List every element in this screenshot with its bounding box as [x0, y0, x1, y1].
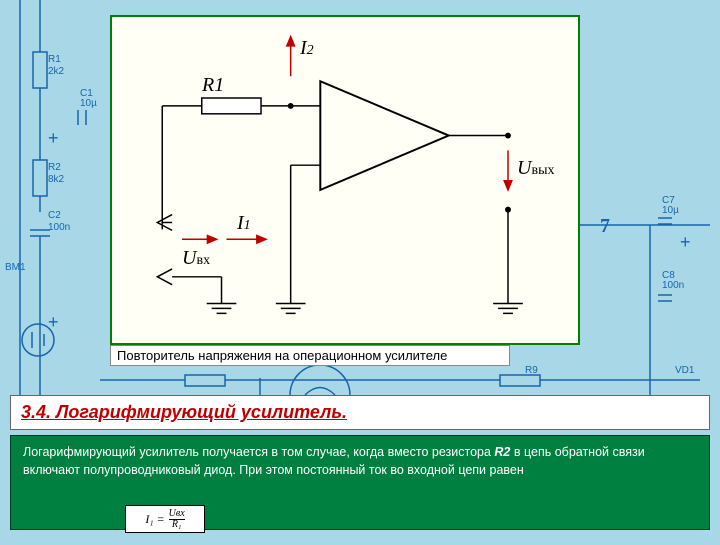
formula: I₁ = Uвх R₁ [125, 505, 205, 533]
section-title: 3.4. Логарифмирующий усилитель. [21, 402, 347, 422]
bg-num-7: 7 [600, 215, 610, 238]
bg-r2-label: R2 [48, 162, 61, 173]
i1-label: I1 [237, 212, 251, 235]
bg-c8-value: 100n [662, 280, 684, 291]
bg-c2-value: 100n [48, 222, 70, 233]
description-panel: Логарифмирующий усилитель получается в т… [10, 435, 710, 530]
uin-label: Uвх [182, 247, 210, 270]
plus-mark-3: + [680, 232, 691, 253]
desc-rz: R2 [494, 445, 510, 459]
plus-mark-1: + [48, 128, 59, 149]
formula-lhs: I₁ = [145, 512, 164, 527]
desc-text-1: Логарифмирующий усилитель получается в т… [23, 445, 494, 459]
bg-c2-label: C2 [48, 210, 61, 221]
bg-r1-value: 2k2 [48, 66, 64, 77]
bg-bm1-label: BM1 [5, 262, 26, 273]
bg-r9-label: R9 [525, 365, 538, 376]
i2-label: I2 [300, 37, 314, 60]
diagram-caption: Повторитель напряжения на операционном у… [110, 345, 510, 366]
bg-r2-value: 8k2 [48, 174, 64, 185]
bg-vd1-label: VD1 [675, 365, 694, 376]
bg-c7-value: 10µ [662, 205, 679, 216]
bg-r1-label: R1 [48, 54, 61, 65]
bg-c1-value: 10µ [80, 98, 97, 109]
section-header: 3.4. Логарифмирующий усилитель. [10, 395, 710, 430]
opamp-diagram: R1 I2 I1 Uвх Uвых [110, 15, 580, 345]
plus-mark-2: + [48, 312, 59, 333]
formula-den: R₁ [169, 519, 185, 530]
r1-label: R1 [202, 74, 224, 97]
formula-num: Uвх [169, 509, 185, 519]
uout-label: Uвых [517, 157, 554, 180]
